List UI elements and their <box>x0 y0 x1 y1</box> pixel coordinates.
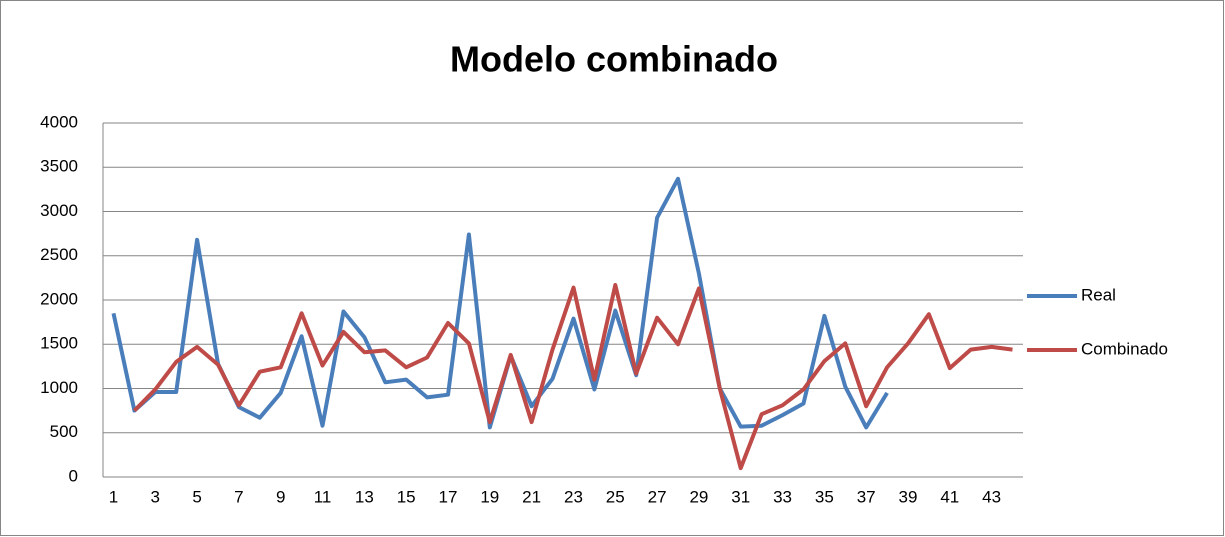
x-tick-label: 13 <box>355 487 374 506</box>
x-tick-label: 37 <box>857 487 876 506</box>
x-tick-label: 11 <box>314 487 332 506</box>
x-tick-label: 3 <box>151 487 160 506</box>
y-tick-label: 4000 <box>40 112 78 131</box>
x-tick-label: 19 <box>480 487 499 506</box>
x-tick-label: 27 <box>648 487 667 506</box>
x-tick-label: 39 <box>899 487 918 506</box>
x-tick-label: 25 <box>606 487 625 506</box>
line-series <box>132 283 1013 471</box>
y-tick-label: 500 <box>50 422 78 441</box>
x-tick-label: 31 <box>731 487 750 506</box>
y-tick-label: 2500 <box>40 245 78 264</box>
x-tick-label: 29 <box>689 487 708 506</box>
y-tick-label: 3500 <box>40 157 78 176</box>
y-tick-label: 0 <box>69 466 78 485</box>
x-tick-label: 9 <box>276 487 285 506</box>
y-tick-label: 2000 <box>40 289 78 308</box>
y-tick-label: 1000 <box>40 378 78 397</box>
chart-title: Modelo combinado <box>450 39 778 80</box>
x-tick-label: 1 <box>109 487 118 506</box>
legend-label: Combinado <box>1081 339 1168 358</box>
x-tick-label: 5 <box>192 487 201 506</box>
x-tick-label: 15 <box>397 487 416 506</box>
x-tick-label: 23 <box>564 487 583 506</box>
x-tick-label: 35 <box>815 487 834 506</box>
y-tick-label: 1500 <box>40 334 78 353</box>
x-tick-label: 41 <box>940 487 959 506</box>
legend-label: Real <box>1081 285 1116 304</box>
x-tick-label: 43 <box>982 487 1001 506</box>
x-tick-label: 33 <box>773 487 792 506</box>
x-tick-label: 7 <box>234 487 243 506</box>
x-tick-label: 17 <box>439 487 458 506</box>
y-tick-label: 3000 <box>40 201 78 220</box>
x-tick-label: 21 <box>522 487 541 506</box>
